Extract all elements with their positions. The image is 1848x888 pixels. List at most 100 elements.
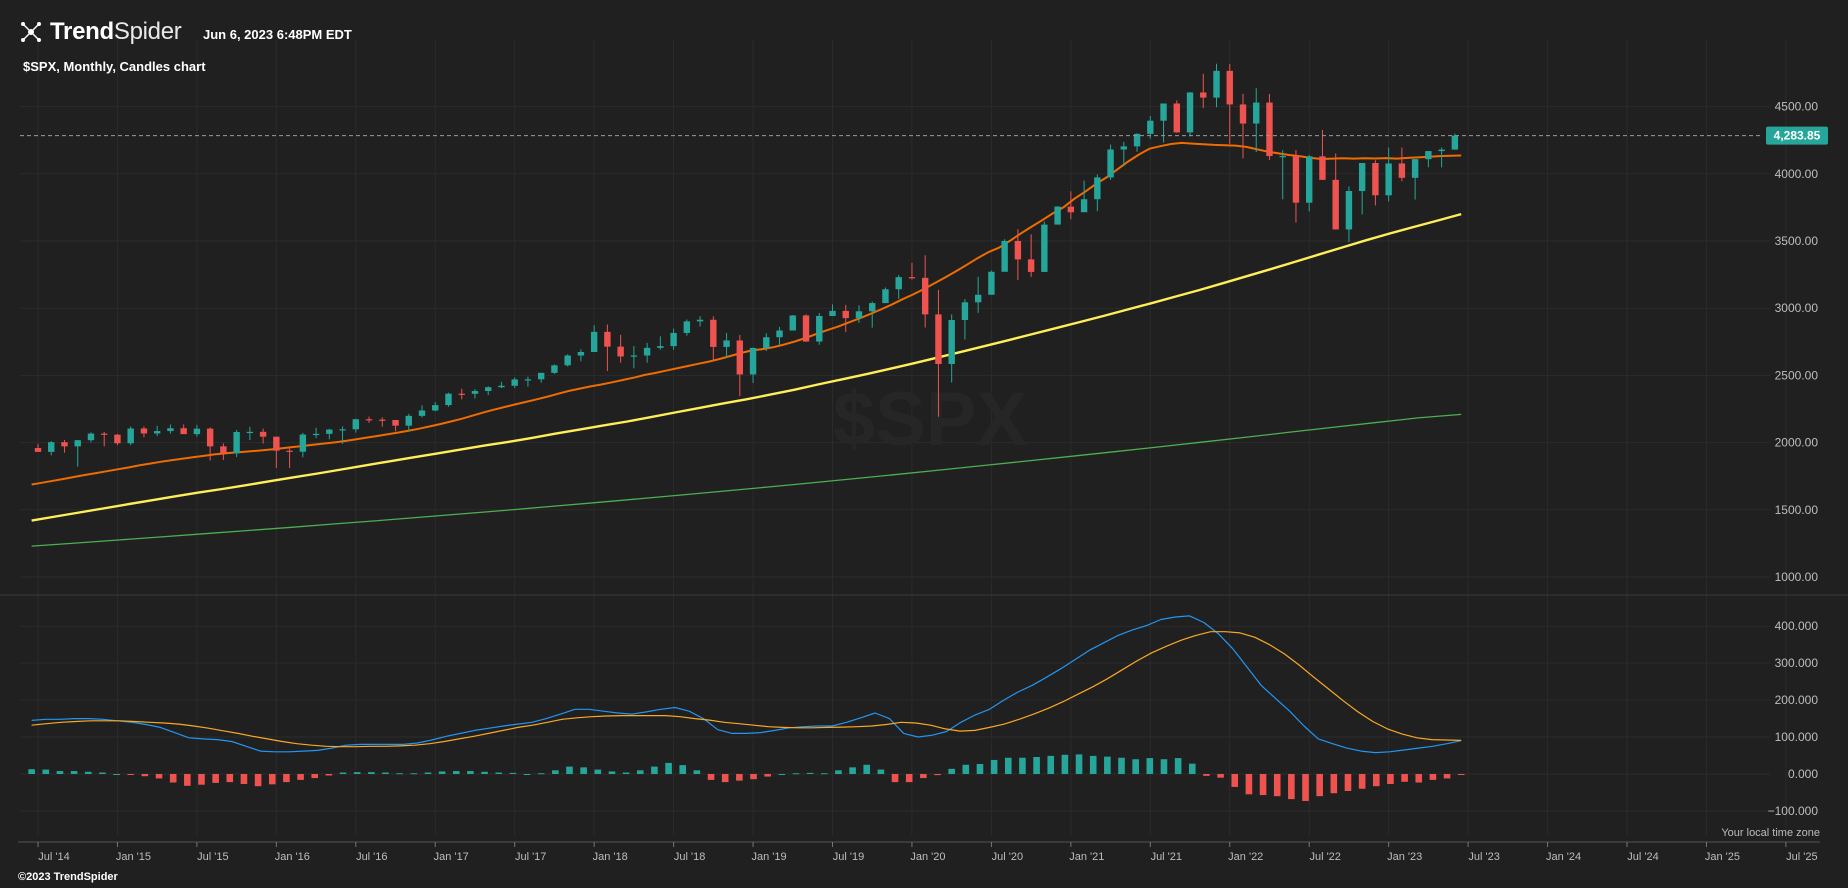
histogram-bar-positive bbox=[84, 771, 92, 774]
candle-up bbox=[1094, 177, 1101, 200]
histogram-bar-positive bbox=[778, 774, 786, 775]
candle-down bbox=[802, 315, 810, 342]
candle-down bbox=[736, 340, 744, 375]
candle-up bbox=[882, 289, 889, 304]
histogram-bar-positive bbox=[806, 772, 814, 774]
histogram-bar-positive bbox=[608, 771, 616, 774]
histogram-bar-positive bbox=[1033, 757, 1040, 774]
histogram-bar-positive bbox=[70, 771, 78, 774]
time-tick-label: Jul '14 bbox=[38, 851, 69, 863]
time-tick-label: Jan '23 bbox=[1387, 851, 1422, 863]
time-tick-label: Jan '21 bbox=[1069, 851, 1104, 863]
histogram-bar-positive bbox=[1174, 758, 1182, 774]
candle-up bbox=[153, 431, 161, 434]
price-tick-label: 4000.00 bbox=[1775, 167, 1819, 181]
last-price-marker: 4,283.85 bbox=[20, 126, 1828, 145]
histogram-bar-positive bbox=[1047, 755, 1055, 774]
candle-up bbox=[789, 315, 796, 331]
time-tick-label: Jul '15 bbox=[197, 851, 228, 863]
price-tick-label: 4500.00 bbox=[1775, 100, 1819, 114]
histogram-bar-positive bbox=[990, 759, 998, 774]
histogram-bar-negative bbox=[311, 774, 319, 779]
candle-up bbox=[1080, 199, 1088, 213]
candle-down bbox=[101, 433, 108, 435]
histogram-bar-positive bbox=[1004, 757, 1012, 774]
candle-down bbox=[1226, 70, 1233, 105]
histogram-bar-positive bbox=[622, 772, 630, 774]
candle-down bbox=[921, 277, 929, 315]
histogram-bar-negative bbox=[1457, 774, 1465, 775]
candle-up bbox=[74, 440, 81, 447]
macd-tick-label: 0.000 bbox=[1788, 767, 1818, 781]
candle-down bbox=[114, 434, 121, 444]
candle-up bbox=[776, 330, 783, 338]
candle-down bbox=[1067, 206, 1075, 213]
histogram-bar-positive bbox=[56, 771, 64, 774]
histogram-bar-positive bbox=[1061, 754, 1069, 774]
candle-up bbox=[696, 319, 704, 322]
histogram-bar-negative bbox=[1330, 774, 1338, 794]
candle-down bbox=[1014, 241, 1022, 260]
candle-up bbox=[1306, 156, 1313, 203]
time-tick-label: Jan '22 bbox=[1228, 851, 1263, 863]
histogram-bar-negative bbox=[169, 774, 177, 783]
candle-up bbox=[405, 415, 412, 426]
histogram-bar-positive bbox=[835, 770, 842, 774]
ma-line-1 bbox=[31, 141, 1462, 486]
histogram-bar-positive bbox=[792, 773, 800, 775]
histogram-bar-positive bbox=[679, 765, 687, 774]
brand-light: Spider bbox=[113, 18, 182, 45]
candle-down bbox=[935, 314, 942, 364]
candle-down bbox=[1398, 163, 1406, 178]
candle-up bbox=[683, 321, 691, 333]
timestamp: Jun 6, 2023 6:48PM EDT bbox=[203, 27, 352, 42]
candle-up bbox=[339, 429, 346, 431]
candle-up bbox=[1385, 163, 1392, 196]
time-tick-label: Jul '25 bbox=[1786, 851, 1817, 863]
candle-up bbox=[418, 410, 426, 416]
candle-up bbox=[312, 433, 320, 436]
histogram-bar-positive bbox=[1089, 755, 1097, 774]
histogram-bar-positive bbox=[594, 769, 602, 774]
histogram-bar-positive bbox=[438, 771, 446, 774]
candle-down bbox=[458, 393, 465, 395]
candle-up bbox=[1253, 102, 1260, 124]
candle-up bbox=[87, 433, 95, 441]
brand-logo[interactable]: TrendSpider bbox=[18, 18, 182, 46]
candle-down bbox=[1200, 92, 1207, 98]
candle-up bbox=[1133, 133, 1141, 147]
histogram-bar-negative bbox=[198, 774, 205, 785]
histogram-bar-negative bbox=[1302, 774, 1309, 801]
macd-axis: −100.000 0.000 100.000 200.000 300.000 400.00… bbox=[1768, 619, 1819, 818]
histogram-bar-negative bbox=[905, 774, 913, 783]
histogram-bar-negative bbox=[127, 774, 135, 775]
histogram-bar-negative bbox=[254, 774, 262, 787]
histogram-bar-negative bbox=[721, 774, 729, 783]
candle-down bbox=[140, 428, 148, 434]
histogram-bar-positive bbox=[1160, 759, 1168, 774]
candle-up bbox=[1120, 146, 1128, 150]
histogram-bar-positive bbox=[820, 773, 828, 775]
candle-up bbox=[352, 419, 359, 430]
histogram-bar-positive bbox=[962, 764, 970, 774]
candle-down bbox=[604, 331, 611, 347]
candle-up bbox=[657, 346, 664, 348]
candle-up bbox=[445, 393, 452, 406]
candle-down bbox=[61, 442, 68, 447]
time-tick-label: Jan '19 bbox=[751, 851, 786, 863]
histogram-bar-positive bbox=[1118, 757, 1125, 774]
histogram-bar-positive bbox=[948, 768, 955, 774]
brand-bold: Trend bbox=[50, 18, 114, 45]
candle-up bbox=[723, 340, 730, 347]
histogram-bar-positive bbox=[665, 762, 672, 774]
histogram-bar-positive bbox=[651, 766, 658, 774]
candle-up bbox=[551, 365, 558, 373]
candle-up bbox=[1425, 151, 1432, 160]
brand-name: TrendSpider bbox=[50, 18, 182, 46]
time-tick-label: Jan '15 bbox=[116, 851, 151, 863]
time-tick-label: Jul '20 bbox=[992, 851, 1023, 863]
candle-up bbox=[816, 315, 823, 342]
histogram-bar-positive bbox=[396, 773, 403, 775]
histogram-bar-positive bbox=[1019, 757, 1026, 774]
